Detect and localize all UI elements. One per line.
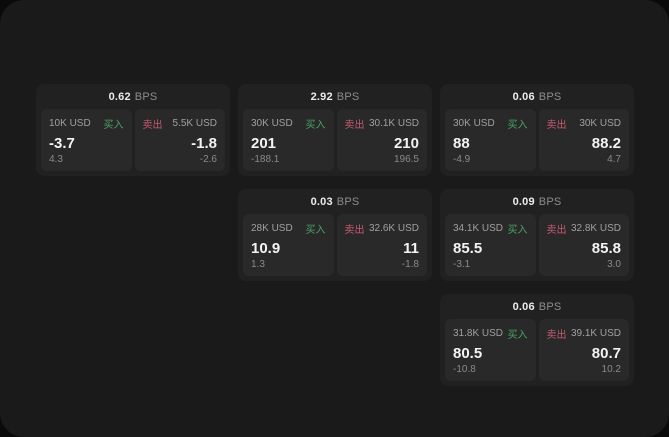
sell-size-label: 30.1K USD bbox=[368, 118, 419, 129]
buy-panel[interactable]: 30K USD 买入 88 -4.9 bbox=[445, 109, 536, 171]
card-body: 10K USD 买入 -3.7 4.3 卖出 5.5K USD -1.8 -2.… bbox=[36, 109, 230, 176]
sell-size-label: 5.5K USD bbox=[172, 118, 217, 129]
spread-bps-value: 0.03 bbox=[310, 195, 333, 208]
buy-side-label: 买入 bbox=[103, 120, 124, 131]
sell-side-label: 卖出 bbox=[344, 225, 365, 236]
buy-price-value: 85.5 bbox=[453, 240, 483, 257]
sell-panel[interactable]: 卖出 30.1K USD 210 196.5 bbox=[336, 109, 427, 171]
card-header: 0.62 BPS bbox=[36, 84, 230, 109]
sell-side-label: 卖出 bbox=[546, 120, 567, 131]
sell-panel[interactable]: 卖出 32.8K USD 85.8 3.0 bbox=[538, 214, 629, 276]
buy-size-label: 10K USD bbox=[49, 118, 91, 129]
sell-price-value: 210 bbox=[393, 135, 419, 152]
sell-change-value: 3.0 bbox=[607, 259, 621, 270]
buy-change-value: -188.1 bbox=[251, 154, 280, 165]
bps-quote-card: 0.03 BPS 28K USD 买入 10.9 1.3 卖出 32.6K US… bbox=[238, 189, 432, 281]
card-header: 0.09 BPS bbox=[440, 189, 634, 214]
buy-size-label: 31.8K USD bbox=[453, 328, 504, 339]
bps-quote-card: 2.92 BPS 30K USD 买入 201 -188.1 卖出 30.1K … bbox=[238, 84, 432, 176]
sell-change-value: 4.7 bbox=[607, 154, 621, 165]
bps-unit-label: BPS bbox=[336, 90, 360, 103]
card-header: 0.03 BPS bbox=[238, 189, 432, 214]
sell-side-label: 卖出 bbox=[546, 330, 567, 341]
sell-size-label: 39.1K USD bbox=[570, 328, 621, 339]
card-body: 34.1K USD 买入 85.5 -3.1 卖出 32.8K USD 85.8… bbox=[440, 214, 634, 281]
card-body: 28K USD 买入 10.9 1.3 卖出 32.6K USD 11 -1.8 bbox=[238, 214, 432, 281]
sell-panel[interactable]: 卖出 5.5K USD -1.8 -2.6 bbox=[134, 109, 225, 171]
buy-change-value: -10.8 bbox=[453, 364, 476, 375]
buy-panel[interactable]: 31.8K USD 买入 80.5 -10.8 bbox=[445, 319, 536, 381]
buy-size-label: 30K USD bbox=[251, 118, 293, 129]
bps-unit-label: BPS bbox=[134, 90, 158, 103]
spread-bps-value: 2.92 bbox=[310, 90, 333, 103]
buy-change-value: 4.3 bbox=[49, 154, 63, 165]
buy-size-label: 28K USD bbox=[251, 223, 293, 234]
bps-unit-label: BPS bbox=[538, 90, 562, 103]
buy-panel[interactable]: 34.1K USD 买入 85.5 -3.1 bbox=[445, 214, 536, 276]
sell-side-label: 卖出 bbox=[546, 225, 567, 236]
card-body: 30K USD 买入 88 -4.9 卖出 30K USD 88.2 4.7 bbox=[440, 109, 634, 176]
spread-bps-value: 0.62 bbox=[108, 90, 131, 103]
buy-side-label: 买入 bbox=[507, 225, 528, 236]
sell-change-value: -1.8 bbox=[401, 259, 419, 270]
buy-side-label: 买入 bbox=[305, 120, 326, 131]
buy-price-value: 201 bbox=[251, 135, 277, 152]
sell-side-label: 卖出 bbox=[344, 120, 365, 131]
bps-quote-card: 0.06 BPS 30K USD 买入 88 -4.9 卖出 30K USD 8… bbox=[440, 84, 634, 176]
bps-quote-card: 0.62 BPS 10K USD 买入 -3.7 4.3 卖出 5.5K USD… bbox=[36, 84, 230, 176]
buy-panel[interactable]: 10K USD 买入 -3.7 4.3 bbox=[41, 109, 132, 171]
sell-size-label: 32.6K USD bbox=[368, 223, 419, 234]
sell-panel[interactable]: 卖出 32.6K USD 11 -1.8 bbox=[336, 214, 427, 276]
sell-price-value: 85.8 bbox=[591, 240, 621, 257]
bps-unit-label: BPS bbox=[336, 195, 360, 208]
sell-price-value: 88.2 bbox=[591, 135, 621, 152]
buy-price-value: 80.5 bbox=[453, 345, 483, 362]
buy-change-value: 1.3 bbox=[251, 259, 265, 270]
bps-quote-card: 0.09 BPS 34.1K USD 买入 85.5 -3.1 卖出 32.8K… bbox=[440, 189, 634, 281]
bps-quote-card: 0.06 BPS 31.8K USD 买入 80.5 -10.8 卖出 39.1… bbox=[440, 294, 634, 386]
sell-change-value: -2.6 bbox=[199, 154, 217, 165]
sell-panel[interactable]: 卖出 30K USD 88.2 4.7 bbox=[538, 109, 629, 171]
quote-cards-grid: 0.62 BPS 10K USD 买入 -3.7 4.3 卖出 5.5K USD… bbox=[36, 84, 634, 386]
buy-price-value: 88 bbox=[453, 135, 470, 152]
buy-change-value: -4.9 bbox=[453, 154, 471, 165]
buy-size-label: 34.1K USD bbox=[453, 223, 504, 234]
buy-size-label: 30K USD bbox=[453, 118, 495, 129]
sell-side-label: 卖出 bbox=[142, 120, 163, 131]
sell-size-label: 30K USD bbox=[579, 118, 621, 129]
spread-bps-value: 0.06 bbox=[512, 90, 535, 103]
bps-unit-label: BPS bbox=[538, 195, 562, 208]
sell-price-value: 80.7 bbox=[591, 345, 621, 362]
card-body: 31.8K USD 买入 80.5 -10.8 卖出 39.1K USD 80.… bbox=[440, 319, 634, 386]
buy-price-value: 10.9 bbox=[251, 240, 281, 257]
card-header: 0.06 BPS bbox=[440, 294, 634, 319]
sell-size-label: 32.8K USD bbox=[570, 223, 621, 234]
sell-change-value: 196.5 bbox=[393, 154, 419, 165]
sell-price-value: 11 bbox=[403, 240, 419, 257]
buy-change-value: -3.1 bbox=[453, 259, 471, 270]
buy-panel[interactable]: 30K USD 买入 201 -188.1 bbox=[243, 109, 334, 171]
spread-bps-value: 0.09 bbox=[512, 195, 535, 208]
sell-panel[interactable]: 卖出 39.1K USD 80.7 10.2 bbox=[538, 319, 629, 381]
bps-unit-label: BPS bbox=[538, 300, 562, 313]
buy-side-label: 买入 bbox=[305, 225, 326, 236]
buy-panel[interactable]: 28K USD 买入 10.9 1.3 bbox=[243, 214, 334, 276]
card-body: 30K USD 买入 201 -188.1 卖出 30.1K USD 210 1… bbox=[238, 109, 432, 176]
buy-side-label: 买入 bbox=[507, 120, 528, 131]
card-header: 0.06 BPS bbox=[440, 84, 634, 109]
spread-bps-value: 0.06 bbox=[512, 300, 535, 313]
buy-price-value: -3.7 bbox=[49, 135, 75, 152]
card-header: 2.92 BPS bbox=[238, 84, 432, 109]
buy-side-label: 买入 bbox=[507, 330, 528, 341]
sell-change-value: 10.2 bbox=[601, 364, 621, 375]
sell-price-value: -1.8 bbox=[191, 135, 217, 152]
